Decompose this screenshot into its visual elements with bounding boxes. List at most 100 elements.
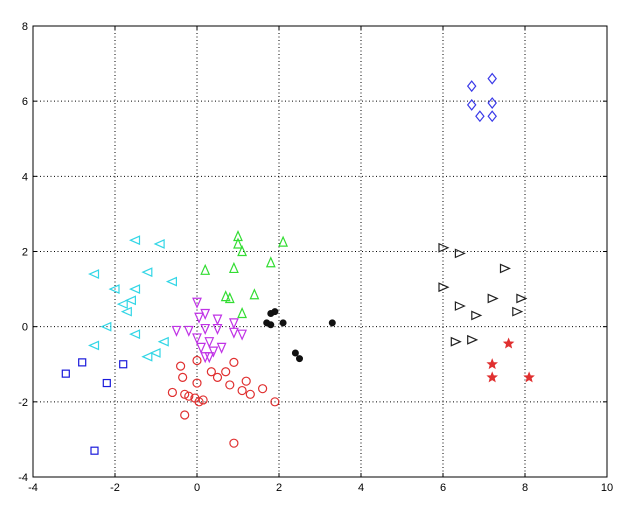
data-point-diamond [466,80,477,93]
data-point-triangle-up [233,237,243,249]
data-point-circle [192,378,202,388]
data-point-star [502,337,515,349]
data-point-square [119,360,128,369]
data-point-dot [267,321,275,329]
data-point-star [486,358,498,370]
data-point-triangle-up [224,292,235,304]
data-point-circle [184,391,194,401]
series-circle [167,355,280,448]
data-point-star [486,371,498,383]
data-point-triangle-left [153,239,165,249]
series-dot [263,308,336,363]
data-point-circle [176,361,186,371]
data-point-triangle-down [204,337,215,349]
data-point-triangle-down [208,346,219,358]
data-point-triangle-down [192,297,202,309]
x-tick-label: -2 [110,482,120,494]
data-point-circle [206,367,216,377]
data-point-triangle-up [200,263,211,275]
grid [33,26,607,477]
data-point-circle [270,397,280,407]
y-tick-label: 4 [22,171,28,183]
data-point-triangle-up [233,229,243,242]
data-point-triangle-down [194,312,204,324]
data-point-triangle-left [100,321,112,332]
data-points [61,72,535,455]
data-point-triangle-left [141,351,153,362]
data-point-triangle-up [265,256,276,268]
series-triangle-left [88,235,177,362]
data-point-triangle-left [124,295,136,306]
data-point-triangle-down [192,333,202,345]
series-star [486,337,535,383]
data-point-circle [241,376,251,386]
series-triangle-down [171,297,248,364]
data-point-square [102,378,111,388]
data-point-triangle-left [149,348,161,358]
series-triangle-up [200,229,289,319]
data-point-circle [237,385,247,396]
data-point-dot [291,349,299,357]
data-point-circle [194,397,204,407]
y-tick-label: 2 [22,247,28,259]
x-tick-label: 8 [522,482,528,494]
data-point-triangle-up [237,245,248,257]
data-point-triangle-right [438,242,450,253]
data-point-triangle-left [129,284,141,295]
data-point-circle [229,438,239,448]
data-point-triangle-left [88,269,100,279]
y-tick-label: 8 [22,21,28,33]
data-point-circle [212,372,223,383]
data-point-circle [180,389,190,399]
data-point-circle [221,367,231,377]
data-point-triangle-right [471,310,483,321]
data-point-circle [225,380,235,390]
data-point-square [78,358,87,367]
data-point-dot [296,355,303,363]
data-point-triangle-left [141,267,153,278]
data-point-triangle-down [196,342,207,354]
data-point-triangle-down [204,352,215,364]
data-point-triangle-left [157,336,169,347]
data-point-triangle-left [120,306,132,317]
x-tick-label: 4 [358,482,364,494]
y-tick-label: 6 [22,96,28,108]
data-point-diamond [487,97,497,110]
data-point-diamond [487,72,497,85]
series-triangle-right [438,242,528,347]
data-point-diamond [475,110,485,123]
data-point-triangle-down [171,325,182,337]
data-point-triangle-left [129,329,141,340]
data-point-triangle-down [228,327,239,339]
data-point-triangle-up [249,288,260,300]
data-point-triangle-right [454,301,466,311]
data-point-triangle-left [116,299,128,310]
data-point-circle [167,387,177,398]
data-point-square [61,369,70,378]
plot-frame [32,25,608,478]
data-point-triangle-left [108,284,120,295]
series-square [61,358,128,455]
data-point-triangle-up [220,290,231,302]
y-tick-label: 0 [22,322,28,334]
data-point-triangle-right [438,282,450,293]
data-point-circle [198,395,208,405]
x-tick-label: 2 [276,482,282,494]
data-point-diamond [487,110,497,123]
x-tick-label: 10 [601,482,613,494]
data-point-circle [258,384,268,394]
data-point-triangle-right [487,293,499,304]
data-point-triangle-right [467,334,479,345]
data-point-triangle-down [183,325,194,337]
data-point-triangle-down [200,323,211,336]
data-point-triangle-right [454,248,466,259]
data-point-dot [271,308,279,316]
data-point-triangle-down [228,318,239,330]
data-point-circle [180,410,190,420]
data-point-triangle-down [237,329,248,341]
y-tick-label: -2 [18,397,28,409]
data-point-triangle-up [237,307,248,319]
data-point-circle [178,372,188,383]
data-point-triangle-down [212,314,223,326]
data-point-triangle-down [212,323,223,336]
